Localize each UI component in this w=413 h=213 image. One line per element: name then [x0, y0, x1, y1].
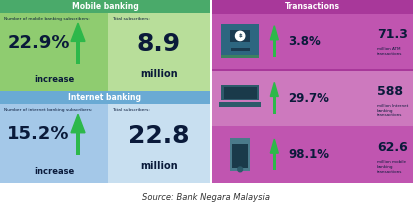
Bar [230, 138, 250, 171]
Text: Total subscribers:: Total subscribers: [112, 17, 150, 21]
Polygon shape [71, 23, 85, 41]
Bar [221, 55, 259, 58]
Bar [0, 104, 108, 183]
Bar [223, 86, 256, 99]
Bar [108, 13, 210, 91]
Text: Number of internet banking subscribers:: Number of internet banking subscribers: [4, 108, 93, 112]
Text: 22.8: 22.8 [128, 124, 190, 148]
Bar [230, 30, 250, 42]
Bar [0, 91, 210, 104]
Text: 8.9: 8.9 [137, 32, 181, 56]
Polygon shape [271, 139, 278, 153]
Bar [212, 13, 413, 70]
Text: million: million [140, 161, 178, 171]
Text: Number of mobile banking subscribers:: Number of mobile banking subscribers: [4, 17, 90, 21]
Text: 29.7%: 29.7% [288, 92, 329, 105]
Text: million mobile
banking
transactions: million mobile banking transactions [377, 160, 406, 174]
Bar [212, 12, 413, 14]
Bar [212, 70, 413, 126]
Text: $: $ [238, 33, 242, 38]
Bar [221, 24, 259, 55]
Text: 15.2%: 15.2% [7, 125, 69, 143]
Text: increase: increase [34, 167, 74, 176]
Text: 3.8%: 3.8% [288, 35, 321, 48]
Polygon shape [71, 114, 85, 133]
Text: Source: Bank Negara Malaysia: Source: Bank Negara Malaysia [142, 193, 271, 201]
Polygon shape [271, 82, 278, 96]
Text: Transactions: Transactions [285, 2, 340, 11]
Bar [0, 13, 108, 91]
Text: increase: increase [34, 75, 74, 84]
Text: Total subscribers:: Total subscribers: [112, 108, 150, 112]
Circle shape [238, 167, 242, 172]
Text: 71.3: 71.3 [377, 28, 408, 41]
Text: Internet banking: Internet banking [69, 93, 142, 102]
Bar [273, 96, 276, 114]
Bar [212, 0, 413, 13]
Bar [0, 0, 210, 13]
Bar [76, 133, 81, 155]
Polygon shape [271, 26, 278, 40]
Text: million ATM
transactions: million ATM transactions [377, 47, 402, 56]
Bar [212, 126, 413, 183]
Text: 22.9%: 22.9% [8, 34, 71, 52]
Text: 98.1%: 98.1% [288, 148, 330, 161]
Bar [219, 102, 261, 107]
Bar [221, 85, 259, 101]
Text: Mobile banking: Mobile banking [71, 2, 138, 11]
Text: 588: 588 [377, 85, 403, 98]
Bar [76, 41, 81, 64]
Text: million: million [140, 69, 178, 79]
Circle shape [235, 31, 245, 41]
Bar [232, 144, 249, 168]
Bar [231, 49, 249, 51]
Bar [273, 153, 276, 170]
Text: 62.6: 62.6 [377, 141, 408, 154]
Bar [273, 40, 276, 57]
Bar [212, 69, 413, 71]
Bar [108, 104, 210, 183]
Text: million Internet
banking
transactions: million Internet banking transactions [377, 104, 408, 117]
